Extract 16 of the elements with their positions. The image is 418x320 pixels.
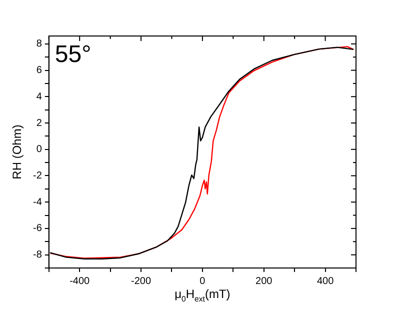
x-tick-label: -400 <box>70 276 90 287</box>
y-tick-label: 8 <box>36 38 42 50</box>
y-tick-label: -4 <box>32 196 42 208</box>
x-tick-label: 0 <box>200 276 206 287</box>
y-tick-label: 0 <box>36 144 42 156</box>
y-axis-title: RH (Ohm) <box>10 124 24 180</box>
y-tick-label: 6 <box>36 65 42 76</box>
y-tick-label: 4 <box>36 91 42 102</box>
y-tick-label: -6 <box>32 223 42 234</box>
annotation: 55° <box>54 41 92 68</box>
y-tick-label: 2 <box>36 118 42 129</box>
y-tick-label: -8 <box>32 250 42 261</box>
x-tick-label: 400 <box>316 276 334 287</box>
x-tick-label: 200 <box>256 276 273 287</box>
y-tick-label: -2 <box>32 170 42 182</box>
x-tick-label: -200 <box>131 276 152 287</box>
